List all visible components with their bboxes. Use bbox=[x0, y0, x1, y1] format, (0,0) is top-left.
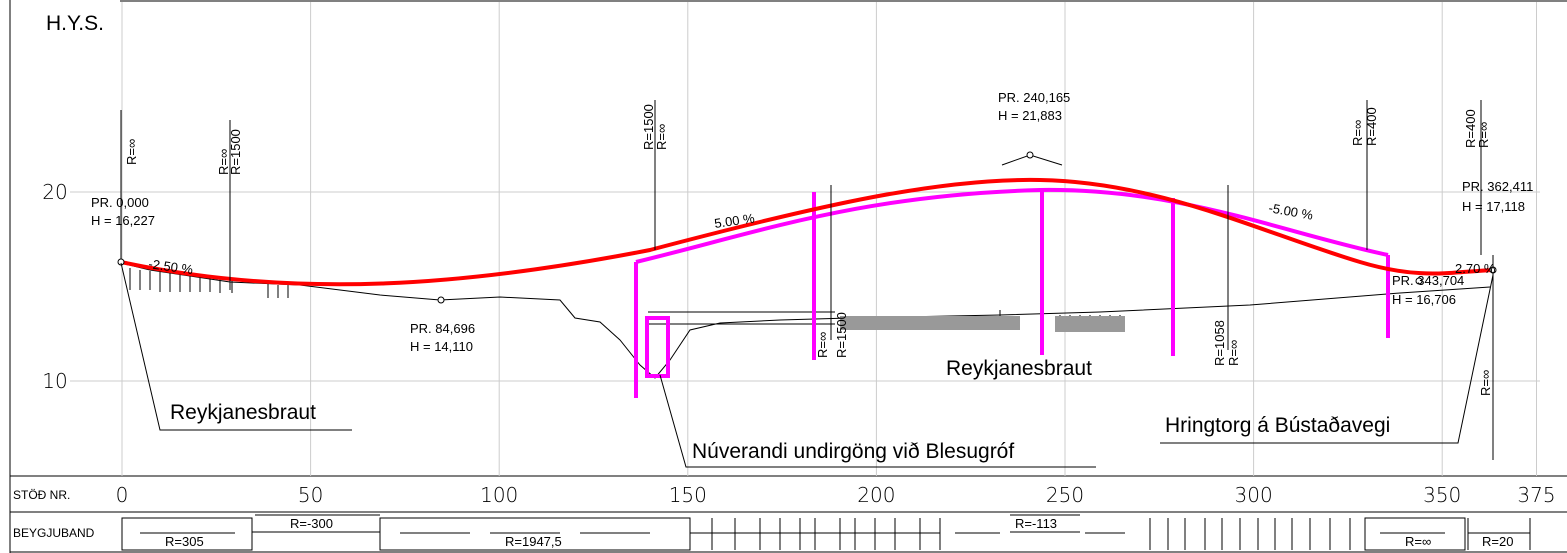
band-line bbox=[955, 514, 1125, 534]
station-tick-label: 250 bbox=[1046, 483, 1084, 507]
band-radius: R=-300 bbox=[290, 516, 333, 531]
point-marker bbox=[437, 296, 445, 304]
grade-label: 5.00 % bbox=[713, 210, 756, 231]
grade-label: 2.70 % bbox=[1455, 261, 1496, 276]
radius-label: R=1500 bbox=[228, 129, 243, 175]
radius-label: R=∞ bbox=[654, 124, 669, 150]
radius-label: R=∞ bbox=[216, 149, 231, 175]
band-ticks bbox=[689, 518, 941, 550]
underpass bbox=[645, 316, 670, 378]
pr-label: PR. 84,696 bbox=[410, 321, 475, 336]
elevation-tick-label: 20 bbox=[42, 180, 67, 204]
grid bbox=[70, 2, 1540, 476]
curvature-band bbox=[121, 514, 1531, 551]
station-tick-label: 50 bbox=[298, 483, 323, 507]
radius-label: R=1058 bbox=[1212, 320, 1227, 366]
hatched-structure bbox=[840, 316, 1125, 332]
station-tick-label: 350 bbox=[1423, 483, 1461, 507]
callout: Núverandi undirgöng við Blesugróf bbox=[692, 440, 1014, 463]
h-label: H = 16,706 bbox=[1392, 292, 1456, 307]
radius-label: R=∞ bbox=[1226, 340, 1241, 366]
callout: Reykjanesbraut bbox=[946, 357, 1092, 380]
pr-label: PR. 343,704 bbox=[1392, 273, 1464, 288]
band-box bbox=[121, 517, 253, 551]
title: H.Y.S. bbox=[46, 12, 104, 35]
point-marker bbox=[1415, 277, 1423, 285]
radius-label: R=1500 bbox=[834, 312, 849, 358]
band-line bbox=[1380, 518, 1531, 550]
h-label: H = 21,883 bbox=[998, 108, 1062, 123]
station-tick-label: 150 bbox=[669, 483, 707, 507]
station-tick-label: 375 bbox=[1517, 483, 1555, 507]
band-radius: R=-113 bbox=[1015, 516, 1057, 531]
radius-label: R=∞ bbox=[1350, 120, 1365, 146]
station-label: STÖÐ NR. bbox=[13, 488, 70, 502]
radius-label: R=400 bbox=[1364, 107, 1379, 146]
frame bbox=[9, 0, 1567, 553]
point-marker bbox=[1489, 266, 1497, 274]
grade-label: -2.50 % bbox=[148, 256, 195, 277]
leader-lines bbox=[120, 262, 1494, 468]
band-radius: R=1947,5 bbox=[505, 534, 562, 549]
band-radius: R=305 bbox=[165, 534, 204, 549]
band-label: BEYGJUBAND bbox=[13, 526, 95, 540]
structure-supports bbox=[634, 188, 1390, 398]
radius-label: R=1500 bbox=[641, 104, 656, 150]
structure-line bbox=[635, 187, 1389, 264]
radius-label: R=∞ bbox=[1476, 122, 1491, 148]
band-radius: R=20 bbox=[1482, 534, 1513, 549]
pr-label: PR. 362,411 bbox=[1462, 179, 1533, 194]
grade-label: -5.00 % bbox=[1267, 200, 1314, 223]
band-radius: R=∞ bbox=[1405, 534, 1431, 549]
point-marker bbox=[1026, 151, 1034, 159]
band-ticks bbox=[1149, 518, 1366, 550]
callout: Hringtorg á Bústaðavegi bbox=[1165, 414, 1390, 437]
radius-label: R=∞ bbox=[124, 139, 139, 165]
radius-label: R=∞ bbox=[1478, 370, 1493, 396]
band-box bbox=[1364, 517, 1466, 551]
elevation-tick-label: 10 bbox=[42, 369, 67, 393]
h-label: H = 14,110 bbox=[410, 339, 473, 354]
h-label: H = 16,227 bbox=[91, 213, 155, 228]
station-tick-label: 0 bbox=[116, 483, 129, 507]
station-tick-label: 200 bbox=[857, 483, 895, 507]
vertical-markers bbox=[120, 100, 1494, 460]
pr-label: PR. 0,000 bbox=[91, 195, 149, 210]
station-tick-label: 300 bbox=[1235, 483, 1273, 507]
road-profile bbox=[120, 177, 1494, 287]
pr-label: PR. 240,165 bbox=[998, 90, 1070, 105]
ground-line bbox=[120, 262, 1491, 379]
point-markers bbox=[117, 151, 1497, 304]
station-tick-label: 100 bbox=[480, 483, 518, 507]
callout: Reykjanesbraut bbox=[170, 401, 316, 424]
radius-label: R=∞ bbox=[815, 332, 830, 358]
h-label: H = 17,118 bbox=[1462, 199, 1525, 214]
radius-label: R=400 bbox=[1463, 109, 1478, 148]
